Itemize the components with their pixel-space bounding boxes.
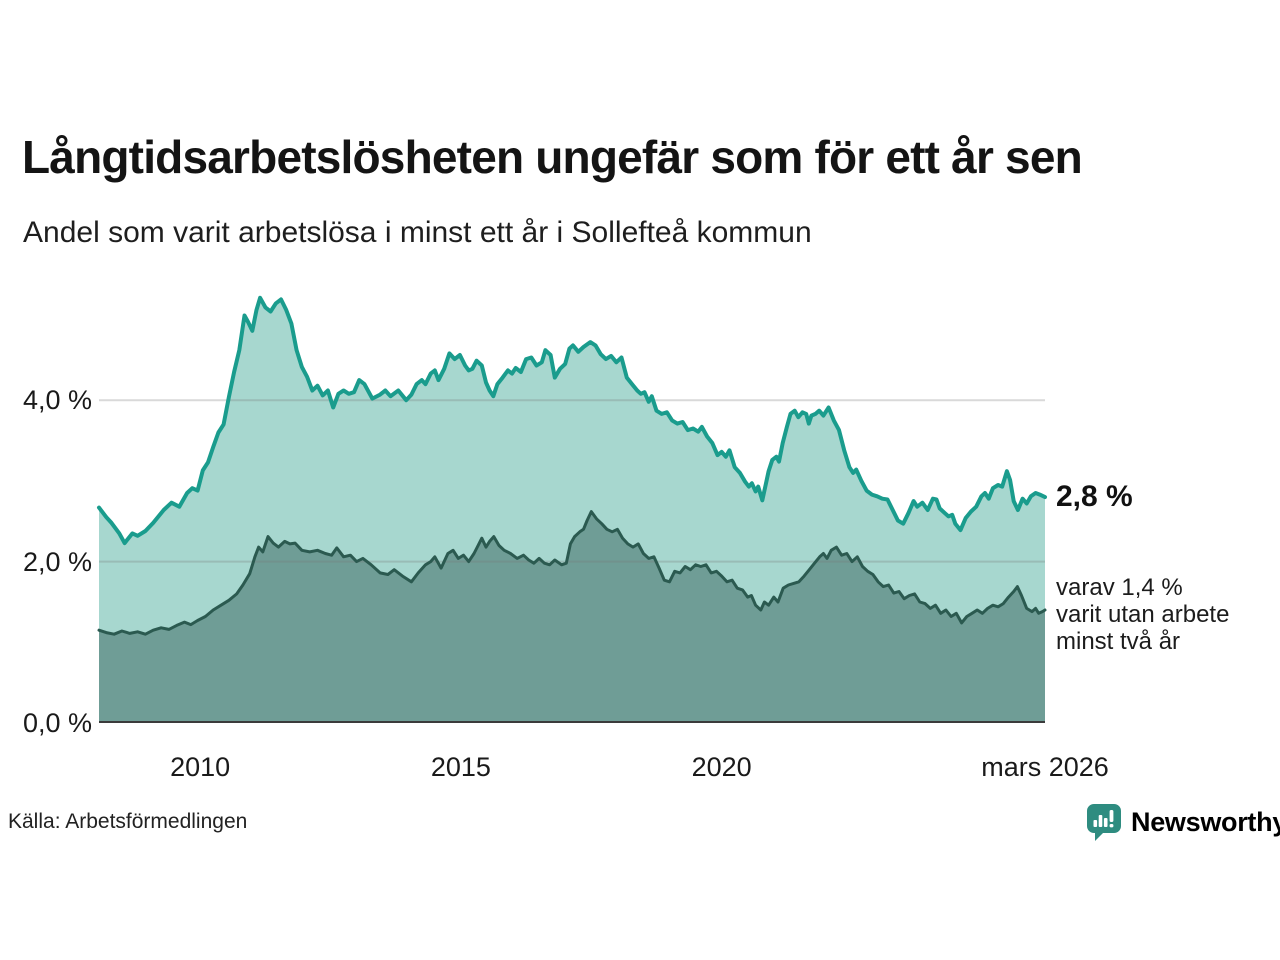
annotation-line-1: varav 1,4 % [1056, 574, 1183, 601]
end-label-two-years: varav 1,4 % varit utan arbete minst två … [1056, 574, 1229, 655]
chart-svg [97, 295, 1047, 723]
annotation-line-3: minst två år [1056, 628, 1181, 655]
y-tick-label: 2,0 % [22, 546, 92, 577]
newsworthy-logo-icon [1087, 804, 1121, 841]
x-tick-label: 2020 [691, 752, 752, 782]
series-2-area [99, 511, 1045, 723]
series-1-line [97, 295, 1047, 546]
annotation-line-2: varit utan arbete [1056, 601, 1230, 628]
x-tick-label: mars 2026 [981, 752, 1109, 782]
gridlines [99, 399, 1045, 563]
page-subtitle: Andel som varit arbetslösa i minst ett å… [23, 216, 812, 249]
series-2-line [97, 510, 1047, 636]
x-tick-label: 2015 [430, 752, 491, 782]
newsworthy-wordmark: Newsworthy [1131, 807, 1280, 837]
end-label-total: 2,8 % [1056, 480, 1133, 514]
page-title: Långtidsarbetslösheten ungefär som för e… [22, 131, 1083, 183]
plot-area [97, 280, 1047, 725]
x-tick-label: 2010 [170, 752, 231, 782]
logo-barchart-glyph [1093, 810, 1114, 828]
y-tick-label: 4,0 % [22, 385, 92, 416]
source-credit: Källa: Arbetsförmedlingen [8, 810, 248, 833]
y-tick-label: 0,0 % [22, 708, 92, 738]
newsworthy-logo: Newsworthy [1086, 803, 1280, 841]
